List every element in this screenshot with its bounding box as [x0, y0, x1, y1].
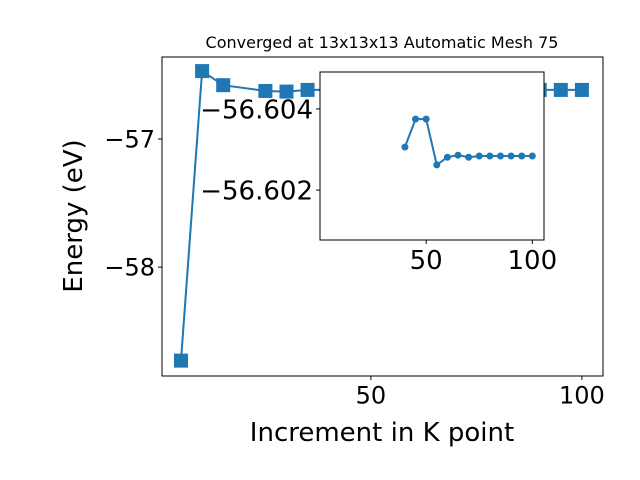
x-axis-label: Increment in K point	[250, 418, 514, 448]
data-marker	[553, 82, 568, 97]
y-tick-label: −58	[104, 254, 155, 282]
data-marker	[412, 115, 420, 123]
axes-frame	[319, 71, 545, 241]
data-marker	[475, 152, 483, 160]
x-tick-label: 50	[410, 246, 443, 276]
data-marker	[496, 152, 504, 160]
x-tick-label: 50	[356, 381, 387, 409]
x-tick-label: 100	[508, 246, 558, 276]
data-marker	[401, 143, 409, 151]
data-marker	[454, 151, 462, 159]
y-tick-label: −57	[104, 126, 155, 154]
data-marker	[279, 84, 294, 99]
data-marker	[433, 161, 441, 169]
y-tick-label: −56.602	[200, 176, 313, 206]
data-marker	[216, 78, 231, 93]
data-marker	[486, 152, 494, 160]
data-marker	[528, 152, 536, 160]
data-marker	[518, 152, 526, 160]
data-marker	[258, 83, 273, 98]
y-axis-label: Energy (eV)	[59, 139, 89, 292]
data-marker	[195, 64, 210, 79]
data-marker	[465, 153, 473, 161]
data-marker	[422, 115, 430, 123]
axes-frame	[161, 56, 604, 377]
data-marker	[507, 152, 515, 160]
data-marker	[443, 153, 451, 161]
data-marker	[300, 82, 315, 97]
y-tick-label: −56.604	[200, 95, 313, 125]
x-tick-label: 100	[559, 381, 605, 409]
data-marker	[574, 82, 589, 97]
chart-title: Converged at 13x13x13 Automatic Mesh 75	[206, 33, 559, 52]
data-marker	[173, 353, 188, 368]
